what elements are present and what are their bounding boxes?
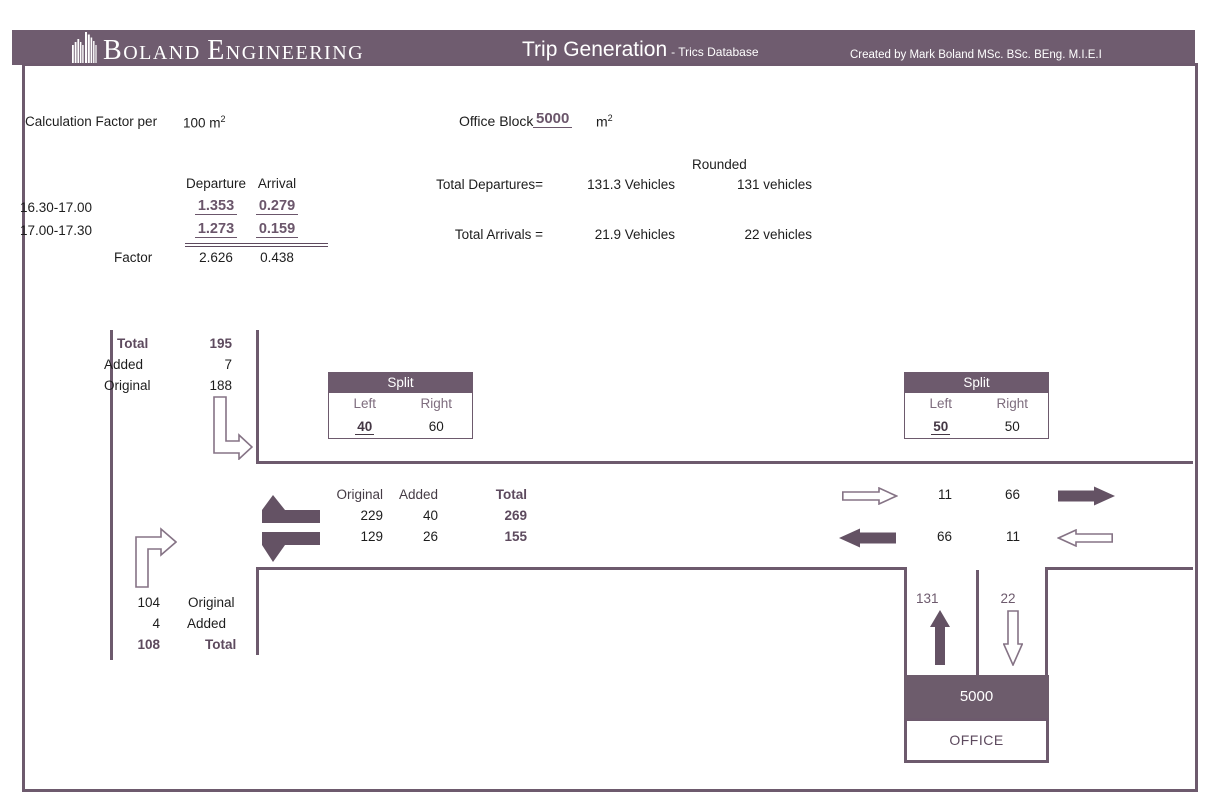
header-bar: BOLAND ENGINEERING Trip Generation - Tri… — [12, 30, 1195, 65]
split-right-label: Right — [420, 396, 452, 411]
west-flow-original: 229 — [360, 508, 383, 523]
split-box-east: Split Left Right 50 50 — [904, 372, 1049, 439]
split-left-cell: 40 — [329, 416, 401, 439]
west-flow-added: 26 — [422, 529, 438, 544]
rates-col-arrival: Arrival — [257, 176, 297, 191]
south-total-value: 108 — [137, 637, 160, 652]
south-original-value: 104 — [137, 595, 160, 610]
split-left-label: Left — [353, 396, 377, 411]
north-added-label: Added — [104, 357, 144, 372]
access-down-value: 22 — [1000, 591, 1016, 606]
split-right-label: Right — [996, 396, 1028, 411]
north-original-label: Original — [104, 378, 151, 393]
access-up-arrow-icon — [930, 610, 950, 665]
split-title: Split — [328, 372, 473, 393]
page-title: Trip Generation — [522, 38, 668, 61]
rates-row-time: 16.30-17.00 — [20, 200, 93, 215]
west-col-total: Total — [495, 487, 527, 502]
road-line-access-divider — [976, 570, 979, 675]
east-flow-value: 11 — [1005, 529, 1020, 544]
east-flow-value: 66 — [936, 529, 952, 544]
north-total-label: Total — [117, 336, 149, 351]
rates-row-time: 17.00-17.30 — [20, 223, 93, 238]
road-line-access-left — [904, 567, 907, 677]
brand-initial: E — [207, 35, 226, 66]
north-total-value: 195 — [209, 336, 232, 351]
road-line-main-top — [256, 461, 1193, 464]
south-original-label: Original — [188, 595, 235, 610]
rate-cell-departure: 1.353 — [185, 198, 247, 215]
split-left-cell: 50 — [905, 416, 977, 439]
road-line-main-bottom-right — [1046, 567, 1193, 570]
south-added-value: 4 — [152, 616, 160, 631]
south-total-label: Total — [205, 637, 237, 652]
site-size-box: 5000 — [904, 675, 1049, 718]
road-line-access-right — [1045, 567, 1048, 677]
west-inbound-outline-arrow-icon — [1057, 529, 1113, 547]
calc-factor-label: Calculation Factor per — [25, 114, 158, 129]
east-flow-value: 66 — [1004, 487, 1020, 502]
south-turn-arrow-icon — [135, 526, 177, 588]
south-added-label: Added — [187, 616, 227, 631]
split-right-value: 60 — [428, 418, 444, 434]
road-line-west-inner-bottom — [256, 568, 259, 655]
road-line-west-outer — [110, 330, 113, 660]
west-flow-added: 40 — [422, 508, 438, 523]
split-box-west: Split Left Right 40 60 — [328, 372, 473, 439]
split-left-input[interactable]: 40 — [355, 418, 375, 435]
west-turn-down-arrow-icon — [262, 532, 320, 562]
split-title: Split — [904, 372, 1049, 393]
rate-cell-departure: 1.273 — [185, 221, 247, 238]
office-area-input[interactable]: 5000 — [533, 110, 573, 128]
page-subtitle: - Trics Database — [671, 45, 759, 59]
calc-factor-value: 100 m2 — [183, 114, 226, 131]
rate-cell-arrival: 0.279 — [247, 198, 307, 215]
road-line-main-bottom-left — [256, 567, 905, 570]
total-departures-rounded: 131 vehicles — [736, 177, 812, 192]
factor-departure: 2.626 — [199, 250, 233, 265]
total-arrivals-rounded: 22 vehicles — [744, 227, 812, 242]
north-original-value: 188 — [209, 378, 232, 393]
factor-label: Factor — [114, 250, 153, 265]
west-outbound-solid-arrow-icon — [838, 528, 896, 548]
brand-initial: B — [103, 35, 124, 66]
site-office-box: OFFICE — [904, 718, 1049, 763]
rate-cell-arrival: 0.159 — [247, 221, 307, 238]
west-col-original: Original — [336, 487, 383, 502]
office-block-label: Office Block — [459, 113, 534, 129]
total-arrivals-label: Total Arrivals = — [454, 227, 543, 242]
office-area-unit: m2 — [596, 113, 613, 130]
rates-col-departure: Departure — [185, 176, 247, 191]
split-left-label: Left — [929, 396, 953, 411]
access-down-arrow-icon — [1003, 610, 1023, 666]
north-added-value: 7 — [224, 357, 232, 372]
east-flow-value: 11 — [937, 487, 952, 502]
brand-name: BOLAND ENGINEERING — [103, 37, 364, 65]
north-turn-arrow-icon — [213, 396, 253, 460]
east-outbound-solid-arrow-icon — [1058, 486, 1116, 506]
west-flow-total: 155 — [504, 529, 527, 544]
rounded-label: Rounded — [692, 157, 747, 172]
brand: BOLAND ENGINEERING — [72, 32, 364, 65]
west-flow-total: 269 — [504, 508, 527, 523]
brand-rest: NGINEERING — [225, 42, 365, 64]
total-arrivals-value: 21.9 Vehicles — [594, 227, 675, 242]
factor-arrival: 0.438 — [260, 250, 294, 265]
west-flow-original: 129 — [360, 529, 383, 544]
total-departures-value: 131.3 Vehicles — [587, 177, 675, 192]
total-departures-label: Total Departures= — [436, 177, 543, 192]
split-right-value: 50 — [1004, 418, 1020, 434]
road-line-west-inner-top — [256, 330, 259, 462]
access-up-value: 131 — [916, 591, 939, 606]
split-left-input[interactable]: 50 — [931, 418, 951, 435]
brand-rest: OLAND — [123, 42, 201, 64]
building-logo-icon — [72, 32, 99, 65]
east-inbound-outline-arrow-icon — [842, 487, 898, 505]
west-turn-up-arrow-icon — [262, 495, 320, 523]
credit-text: Created by Mark Boland MSc. BSc. BEng. M… — [850, 49, 1102, 61]
west-col-added: Added — [398, 487, 438, 502]
sum-double-rule — [185, 243, 328, 247]
